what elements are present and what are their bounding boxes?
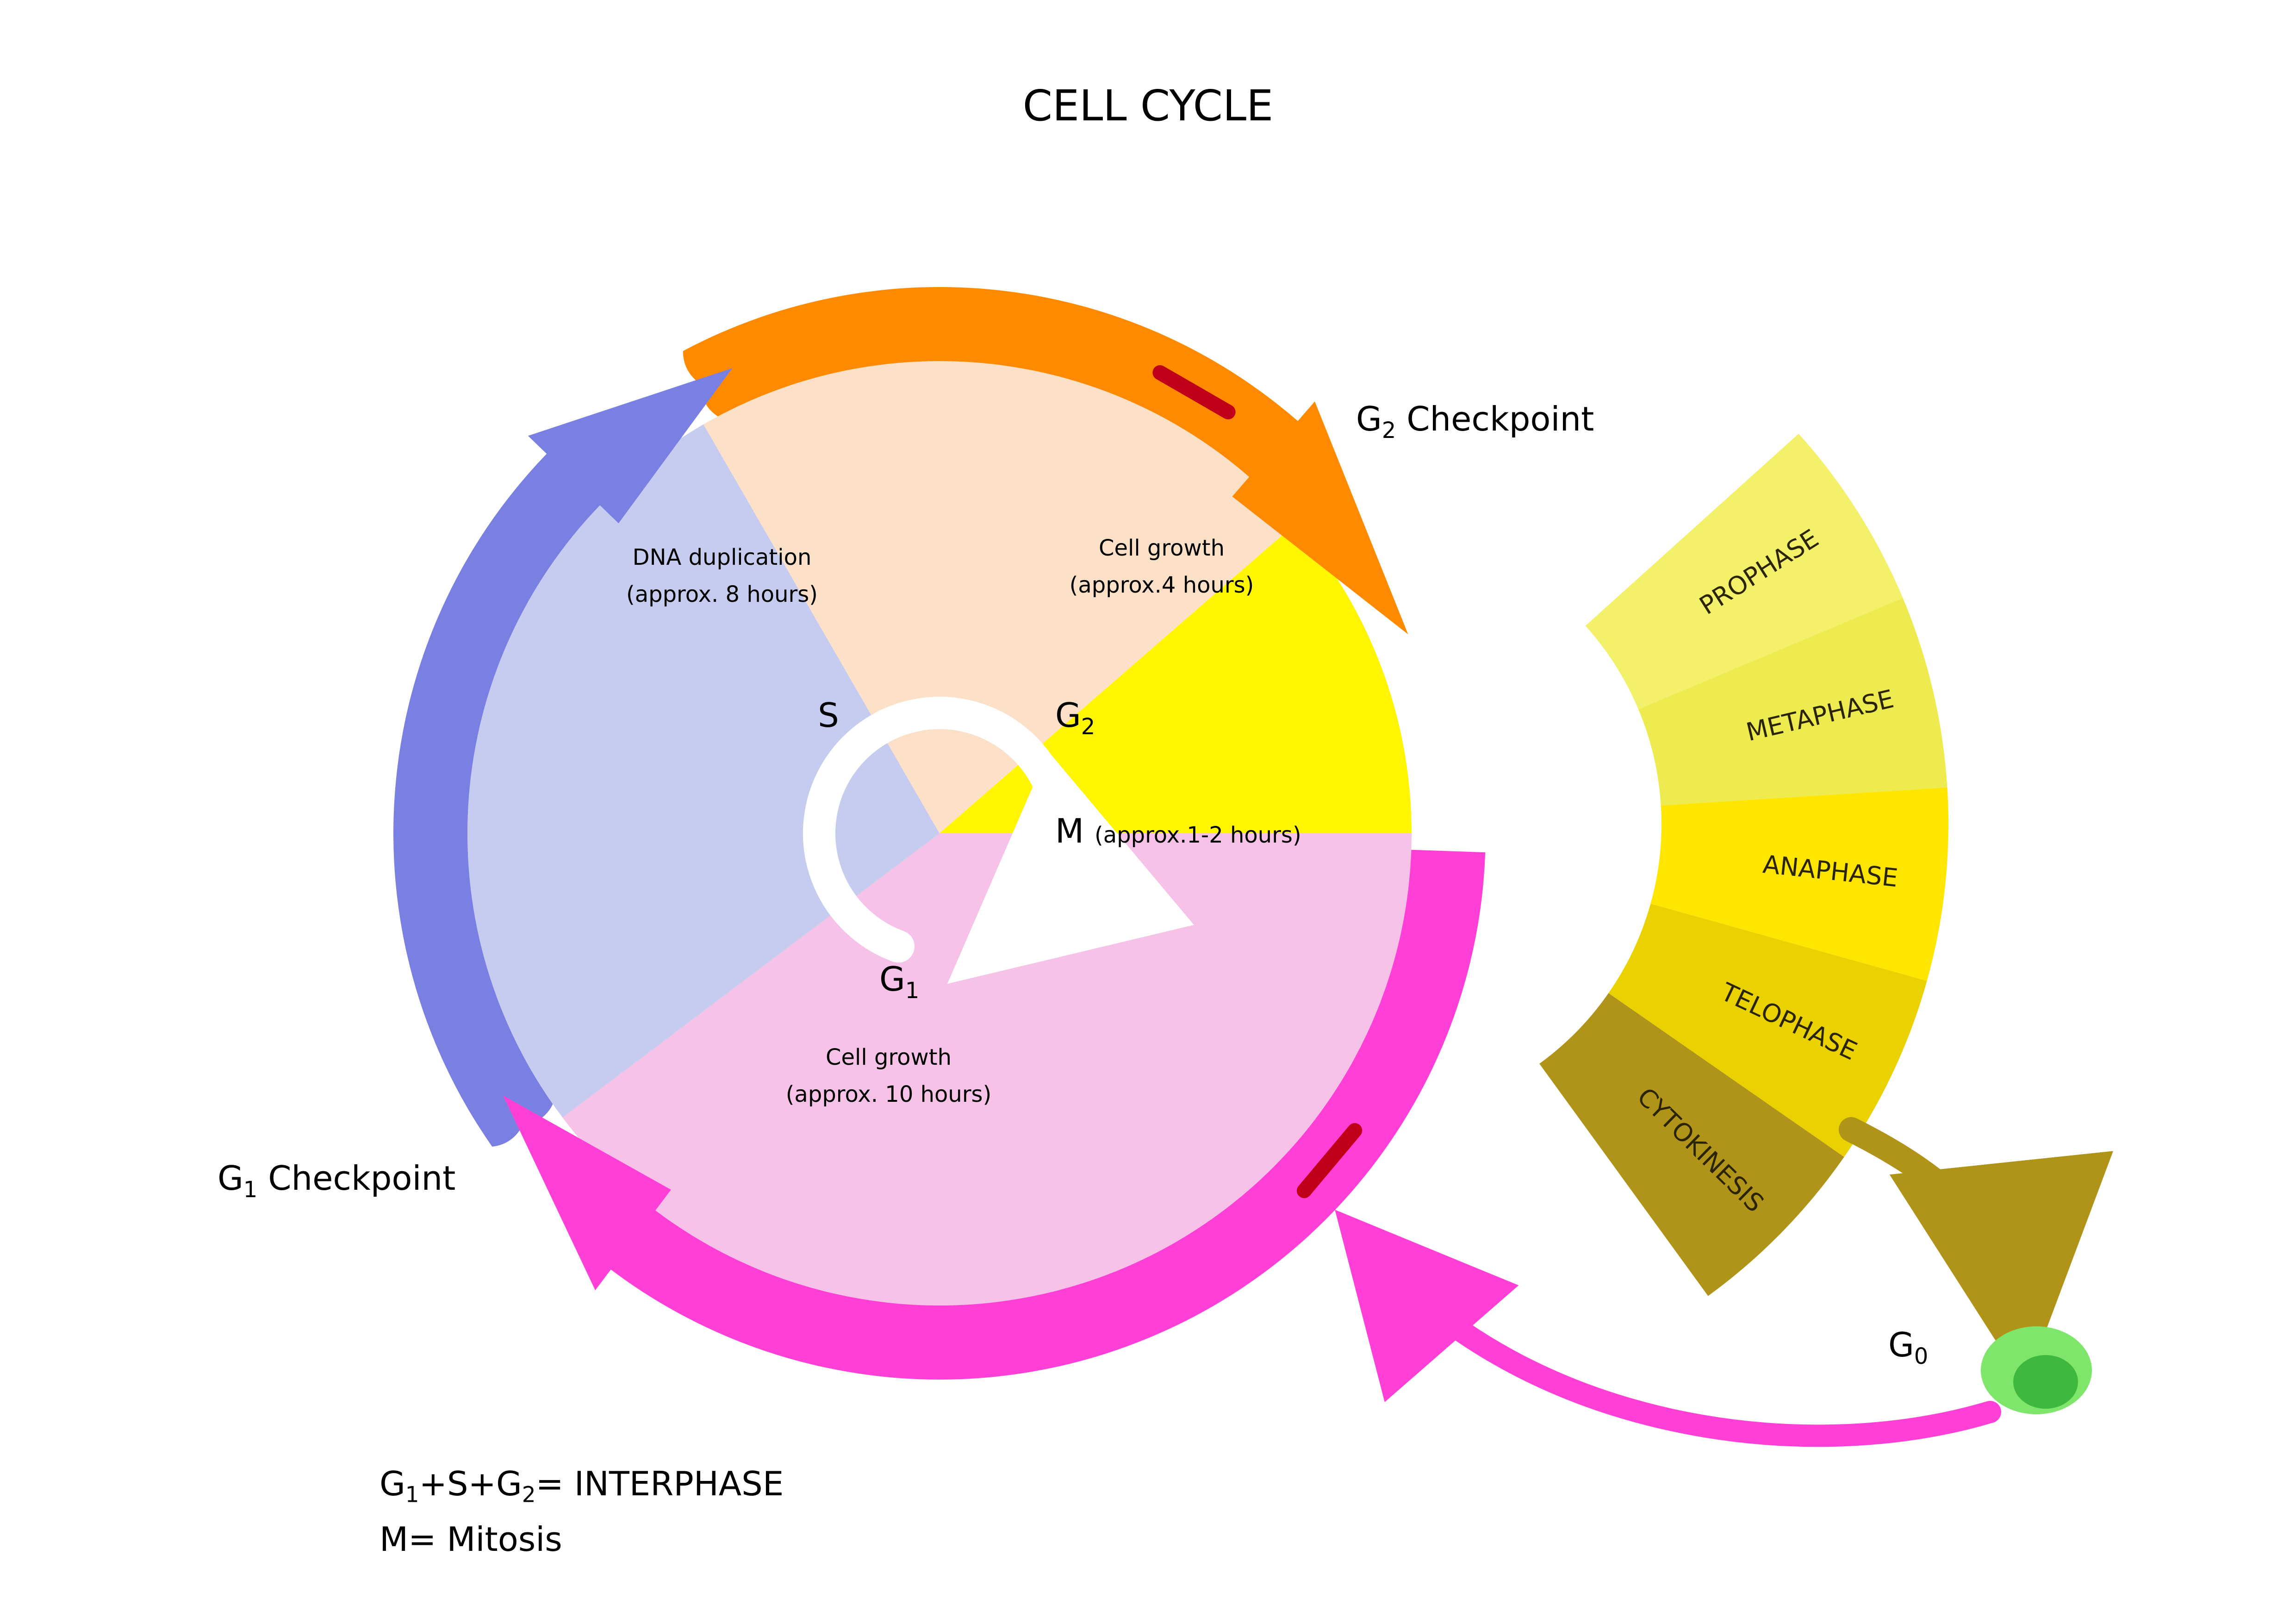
phase-desc-s1: DNA duplication: [633, 544, 812, 570]
checkpoint-label-g1: G1 Checkpoint: [218, 1159, 455, 1203]
legend-line-2: M= Mitosis: [380, 1520, 562, 1559]
phase-label-s: S: [818, 696, 839, 735]
phase-desc-g1-1: Cell growth: [826, 1044, 952, 1070]
phase-desc-s2: (approx. 8 hours): [626, 581, 818, 607]
g0-exit-arrow: [1851, 1130, 2018, 1319]
g0-label: G0: [1888, 1325, 1928, 1369]
g0-cell-inner: [2013, 1355, 2078, 1409]
legend-line-1: G1+S+G2= INTERPHASE: [380, 1464, 784, 1507]
phase-desc-g2-1: Cell growth: [1099, 535, 1225, 561]
page-title: CELL CYCLE: [1023, 81, 1274, 131]
checkpoint-label-g2: G2 Checkpoint: [1356, 400, 1594, 443]
phase-desc-g2-2: (approx.4 hours): [1070, 572, 1254, 598]
phase-desc-g1-2: (approx. 10 hours): [786, 1081, 992, 1107]
